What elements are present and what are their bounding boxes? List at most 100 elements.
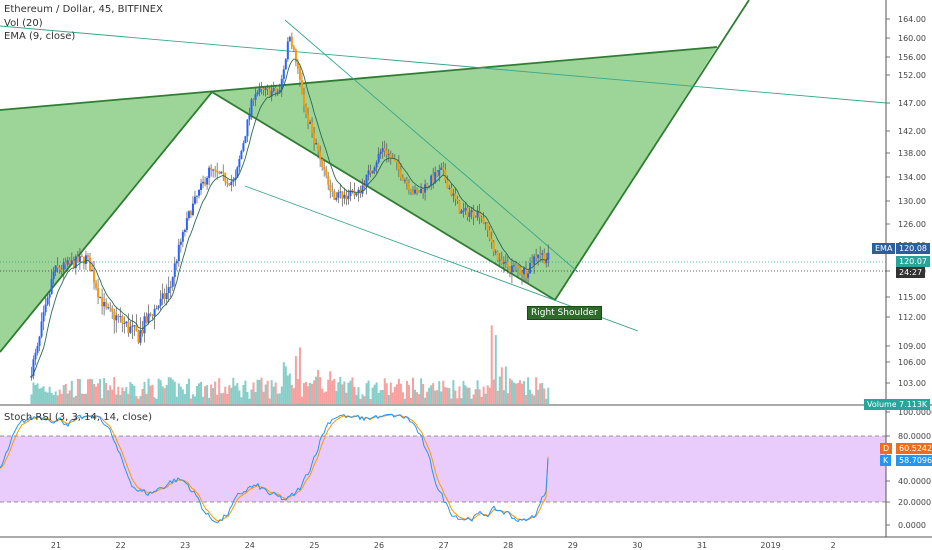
candle-body	[214, 169, 217, 171]
candle-body	[169, 286, 172, 288]
volume-bar	[280, 386, 283, 404]
candle-body	[101, 296, 104, 307]
volume-bar	[185, 383, 188, 404]
stoch-k-tag-value: 58.7096	[896, 455, 932, 466]
candle-body	[521, 273, 524, 275]
candle-body	[339, 191, 342, 193]
trend-line-long-upper	[0, 25, 886, 104]
candle-body	[286, 41, 289, 60]
volume-bar	[315, 376, 318, 404]
candle-body	[411, 191, 414, 194]
candle-body	[367, 170, 370, 175]
volume-bar	[167, 377, 170, 404]
candle-body	[66, 260, 69, 265]
candle-body	[36, 345, 39, 353]
candle-body	[363, 185, 366, 187]
candle-body	[218, 172, 221, 174]
volume-bar	[159, 380, 162, 404]
candle-body	[383, 148, 386, 151]
candle-body	[242, 143, 245, 151]
candle-body	[224, 172, 227, 182]
candle-body	[226, 181, 229, 184]
candle-body	[212, 169, 215, 171]
candle-body	[105, 302, 108, 308]
volume-bar	[103, 378, 106, 404]
stoch-legend[interactable]: Stoch RSI (3, 3, 14, 14, close)	[4, 412, 152, 423]
candle-body	[456, 199, 459, 201]
volume-bar	[430, 385, 433, 404]
candle-body	[539, 254, 542, 256]
volume-bar	[80, 393, 83, 404]
candle-body	[335, 197, 338, 200]
candle-body	[294, 49, 297, 63]
candle-body	[492, 242, 495, 252]
candle-body	[311, 122, 314, 133]
candle-body	[518, 268, 521, 274]
volume-bar	[143, 381, 146, 404]
volume-series	[30, 325, 550, 404]
volume-bar	[101, 398, 104, 404]
candle-body	[60, 269, 63, 271]
volume-bar	[506, 393, 509, 404]
candle-body	[88, 257, 91, 272]
candle-body	[422, 188, 425, 193]
candle-body	[123, 323, 126, 325]
volume-bar	[307, 386, 310, 404]
volume-bar	[121, 387, 124, 404]
candle-body	[250, 99, 253, 115]
volume-bar	[99, 378, 102, 404]
candle-body	[442, 167, 445, 170]
date-tick-label: 25	[309, 541, 319, 550]
candle-body	[474, 217, 477, 219]
volume-bar	[377, 392, 380, 404]
candle-body	[510, 265, 513, 273]
candle-body	[502, 262, 505, 264]
volume-bar	[220, 393, 223, 404]
volume-bar	[246, 391, 249, 404]
candle-body	[70, 260, 73, 264]
volume-bar	[266, 380, 269, 404]
candle-body	[296, 62, 299, 69]
candle-body	[151, 314, 154, 317]
right-shoulder-annotation[interactable]: Right Shoulder	[527, 306, 602, 320]
volume-bar	[256, 379, 259, 404]
candle-body	[488, 230, 491, 239]
candle-body	[107, 307, 110, 309]
candle-body	[508, 267, 511, 273]
volume-bar	[335, 390, 338, 404]
volume-bar	[76, 378, 79, 404]
candle-body	[375, 162, 378, 168]
volume-bar	[224, 386, 227, 404]
volume-bar	[323, 392, 326, 404]
candle-body	[191, 203, 194, 215]
candle-body	[202, 181, 205, 184]
candle-body	[56, 265, 59, 268]
last-price-tag: 120.07	[896, 256, 930, 267]
ema-legend[interactable]: EMA (9, close)	[4, 31, 76, 42]
candle-body	[409, 189, 412, 192]
candle-body	[537, 254, 540, 259]
date-tick-label: 26	[374, 541, 384, 550]
volume-bar	[474, 389, 477, 404]
candle-body	[325, 169, 328, 176]
volume-bar	[418, 394, 421, 404]
vol-legend[interactable]: Vol (20)	[4, 18, 43, 29]
volume-bar	[442, 380, 445, 404]
volume-bar	[309, 382, 312, 404]
date-tick-label: 29	[568, 541, 578, 550]
candle-body	[365, 174, 368, 187]
volume-bar	[157, 378, 160, 404]
volume-bar	[347, 382, 350, 404]
volume-bar	[113, 377, 116, 404]
candle-body	[177, 244, 180, 262]
time-axis: 21 22 23 24 25 26 27 28 29 30 31 2019 2	[51, 541, 836, 550]
candle-body	[450, 187, 453, 196]
volume-bar	[60, 393, 63, 404]
candle-body	[238, 159, 241, 168]
volume-bar	[355, 394, 358, 404]
stoch-tick-label: 20.0000	[898, 498, 931, 507]
volume-bar	[117, 386, 120, 404]
candle-body	[264, 88, 267, 90]
candle-body	[434, 172, 437, 183]
